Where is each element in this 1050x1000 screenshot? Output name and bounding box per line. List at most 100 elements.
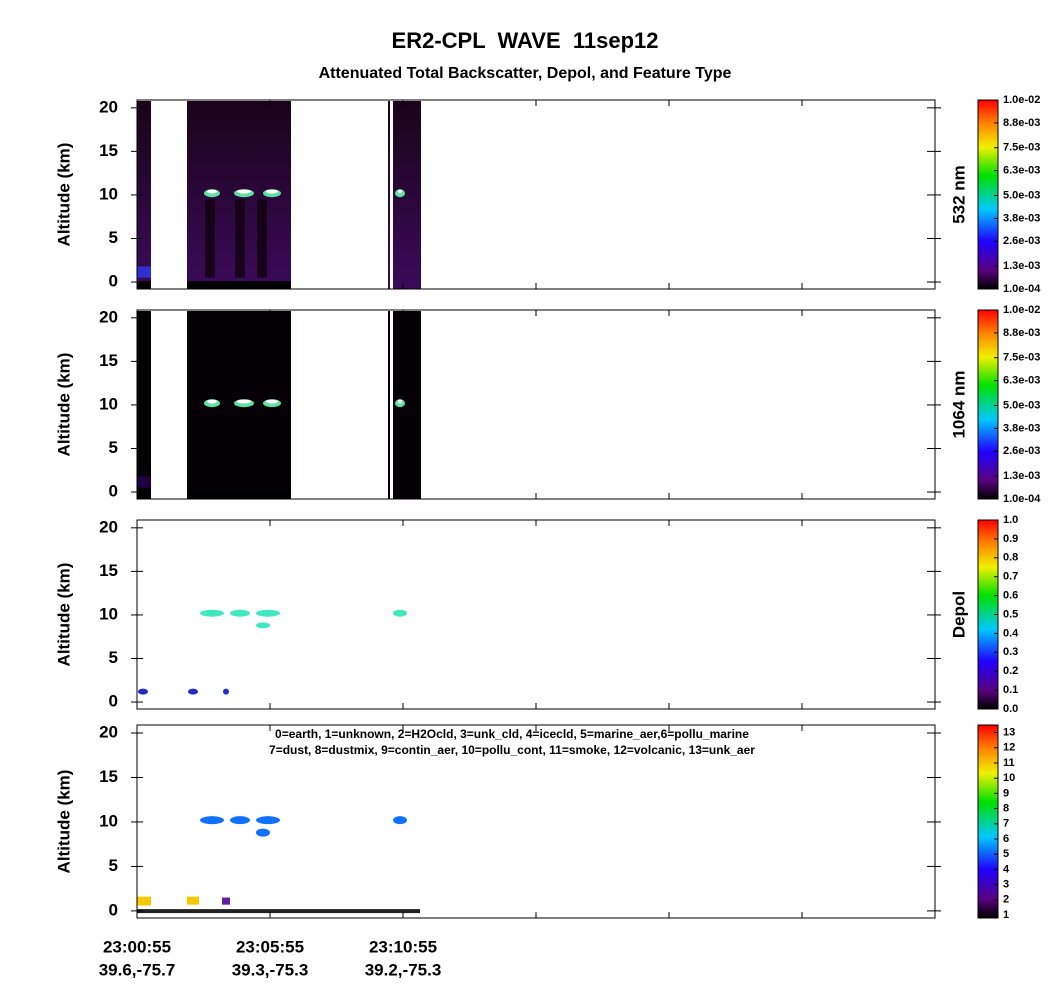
x-tick-sublabel: 39.6,-75.7 (99, 960, 176, 979)
colorbar-tick-label: 1.0e-02 (1003, 304, 1040, 316)
colorbar-tick-label: 6.3e-03 (1003, 375, 1040, 387)
data-block (137, 311, 151, 499)
surface (187, 281, 291, 289)
feature (398, 399, 402, 404)
colorbar-tick-label: 7 (1003, 818, 1009, 830)
surface (187, 491, 291, 499)
feature (256, 622, 270, 629)
colorbar-tick-label: 5.0e-03 (1003, 399, 1040, 411)
colorbar-tick-label: 3 (1003, 878, 1009, 890)
y-tick-label: 0 (109, 692, 118, 711)
gap (390, 101, 393, 289)
y-axis-label: Altitude (km) (54, 143, 73, 247)
x-tick-sublabel: 39.3,-75.3 (232, 960, 309, 979)
colorbar (977, 309, 999, 500)
colorbar-tick-label: 2.6e-03 (1003, 445, 1040, 457)
y-tick-label: 0 (109, 900, 118, 919)
colorbar-tick-label: 8.8e-03 (1003, 117, 1040, 129)
y-tick-label: 15 (99, 767, 118, 786)
surface (137, 281, 151, 289)
legend-text: 7=dust, 8=dustmix, 9=contin_aer, 10=poll… (269, 743, 755, 757)
feature (230, 609, 250, 617)
x-tick-label: 23:10:55 (369, 937, 437, 956)
feature (200, 816, 224, 825)
colorbar-label: Depol (949, 591, 968, 638)
feature (187, 896, 199, 905)
y-tick-label: 15 (99, 561, 118, 580)
aerosol (137, 476, 151, 488)
y-tick-label: 5 (109, 856, 118, 875)
y-tick-label: 15 (99, 141, 118, 160)
feature (200, 609, 224, 617)
colorbar-tick-label: 0.0 (1003, 703, 1018, 715)
feature (222, 897, 230, 905)
feature (207, 399, 217, 404)
y-tick-label: 10 (99, 604, 118, 623)
colorbar-tick-label: 8.8e-03 (1003, 327, 1040, 339)
colorbar-tick-label: 0.7 (1003, 571, 1018, 583)
colorbar-tick-label: 0.2 (1003, 665, 1018, 677)
y-axis-label: Altitude (km) (54, 770, 73, 874)
colorbar-tick-label: 0.6 (1003, 590, 1018, 602)
feature (138, 688, 148, 695)
colorbar-tick-label: 1 (1003, 909, 1009, 921)
feature (237, 399, 251, 404)
shadow (235, 199, 245, 278)
colorbar-tick-label: 0.9 (1003, 533, 1018, 545)
colorbar-tick-label: 2.6e-03 (1003, 235, 1040, 247)
colorbar (977, 724, 999, 919)
y-tick-label: 0 (109, 272, 118, 291)
colorbar-tick-label: 0.4 (1003, 627, 1019, 639)
colorbar-tick-label: 3.8e-03 (1003, 422, 1040, 434)
colorbar-tick-label: 5.0e-03 (1003, 189, 1040, 201)
shadow (205, 199, 215, 278)
y-tick-label: 15 (99, 351, 118, 370)
gap (390, 311, 393, 499)
surface (137, 491, 151, 499)
colorbar-label: 1064 nm (949, 370, 968, 438)
subtitle: Attenuated Total Backscatter, Depol, and… (319, 65, 732, 82)
colorbar (977, 99, 999, 290)
feature (256, 828, 270, 837)
y-tick-label: 5 (109, 438, 118, 457)
colorbar-tick-label: 9 (1003, 787, 1009, 799)
y-tick-label: 10 (99, 394, 118, 413)
feature (398, 189, 402, 194)
colorbar-tick-label: 11 (1003, 757, 1015, 769)
y-tick-label: 10 (99, 811, 118, 830)
y-tick-label: 0 (109, 482, 118, 501)
feature (137, 896, 151, 906)
y-axis-label: Altitude (km) (54, 563, 73, 667)
y-axis-label: Altitude (km) (54, 353, 73, 457)
colorbar-tick-label: 1.3e-03 (1003, 470, 1040, 482)
y-tick-label: 5 (109, 648, 118, 667)
feature (256, 609, 280, 617)
colorbar-tick-label: 12 (1003, 742, 1015, 754)
feature (266, 189, 278, 194)
colorbar-tick-label: 7.5e-03 (1003, 142, 1040, 154)
colorbar-tick-label: 2 (1003, 894, 1009, 906)
surface (137, 909, 420, 914)
colorbar-tick-label: 1.0e-02 (1003, 94, 1040, 106)
colorbar-tick-label: 1.0e-04 (1003, 283, 1041, 295)
x-tick-sublabel: 39.2,-75.3 (365, 960, 442, 979)
feature (207, 189, 217, 194)
colorbar-tick-label: 6.3e-03 (1003, 165, 1040, 177)
colorbar-label: 532 nm (949, 165, 968, 224)
feature (393, 816, 407, 825)
colorbar-tick-label: 0.3 (1003, 646, 1018, 658)
colorbar-tick-label: 5 (1003, 848, 1009, 860)
feature (230, 816, 250, 825)
colorbar-tick-label: 0.1 (1003, 684, 1018, 696)
feature (393, 609, 407, 617)
y-tick-label: 10 (99, 184, 118, 203)
title: ER2-CPL WAVE 11sep12 (392, 28, 659, 53)
x-tick-label: 23:00:55 (103, 937, 171, 956)
y-tick-label: 20 (99, 722, 118, 741)
legend-text: 0=earth, 1=unknown, 2=H2Ocld, 3=unk_cld,… (275, 727, 749, 741)
feature (188, 688, 198, 695)
colorbar-tick-label: 8 (1003, 802, 1009, 814)
colorbar-tick-label: 7.5e-03 (1003, 352, 1040, 364)
y-tick-label: 5 (109, 228, 118, 247)
